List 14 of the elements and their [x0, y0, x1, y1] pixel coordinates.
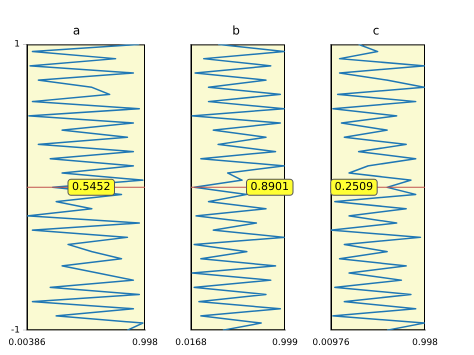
x-tick-label: 0.999	[272, 338, 298, 348]
y-tick-label: 1	[14, 40, 20, 50]
x-tick-label: 0.0168	[175, 338, 208, 348]
chart-title: a	[72, 23, 80, 38]
chart-title: b	[232, 23, 240, 38]
y-tick-label: -1	[10, 326, 20, 336]
annotation: 0.8901	[250, 180, 290, 194]
x-tick-label: 0.00976	[312, 338, 350, 348]
annotation: 0.2509	[334, 180, 374, 194]
annotation: 0.5452	[72, 180, 110, 194]
chart-title: c	[372, 23, 380, 38]
x-tick-label: 0.00386	[8, 338, 46, 348]
x-tick-label: 0.998	[412, 338, 438, 348]
x-tick-label: 0.998	[132, 338, 158, 348]
